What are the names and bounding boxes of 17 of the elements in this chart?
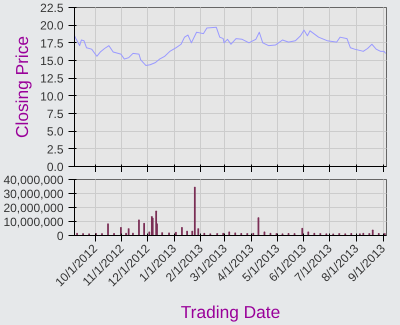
x-axis-title: Trading Date xyxy=(180,302,280,322)
y-tick-label: 12.5 xyxy=(40,72,64,86)
y-tick-label: 22.5 xyxy=(40,1,64,15)
y-tick-label: 0 xyxy=(56,229,64,243)
y-tick-label: 15.0 xyxy=(40,54,64,68)
y-tick-label: 5.0 xyxy=(46,124,64,139)
y-tick-label: 10,000,000 xyxy=(3,215,64,229)
y-tick-label: 40,000,000 xyxy=(3,173,64,187)
y-tick-label: 7.5 xyxy=(46,107,64,121)
y-tick-label: 2.5 xyxy=(46,142,64,156)
y-axis-title: Closing Price xyxy=(12,36,32,138)
y-tick-label: 20.0 xyxy=(40,18,64,33)
y-tick-label: 17.5 xyxy=(40,36,64,50)
y-tick-label: 0.0 xyxy=(46,160,64,174)
y-tick-label: 10.0 xyxy=(40,89,64,104)
y-tick-label: 30,000,000 xyxy=(3,187,64,201)
y-tick-label: 20,000,000 xyxy=(3,201,64,215)
